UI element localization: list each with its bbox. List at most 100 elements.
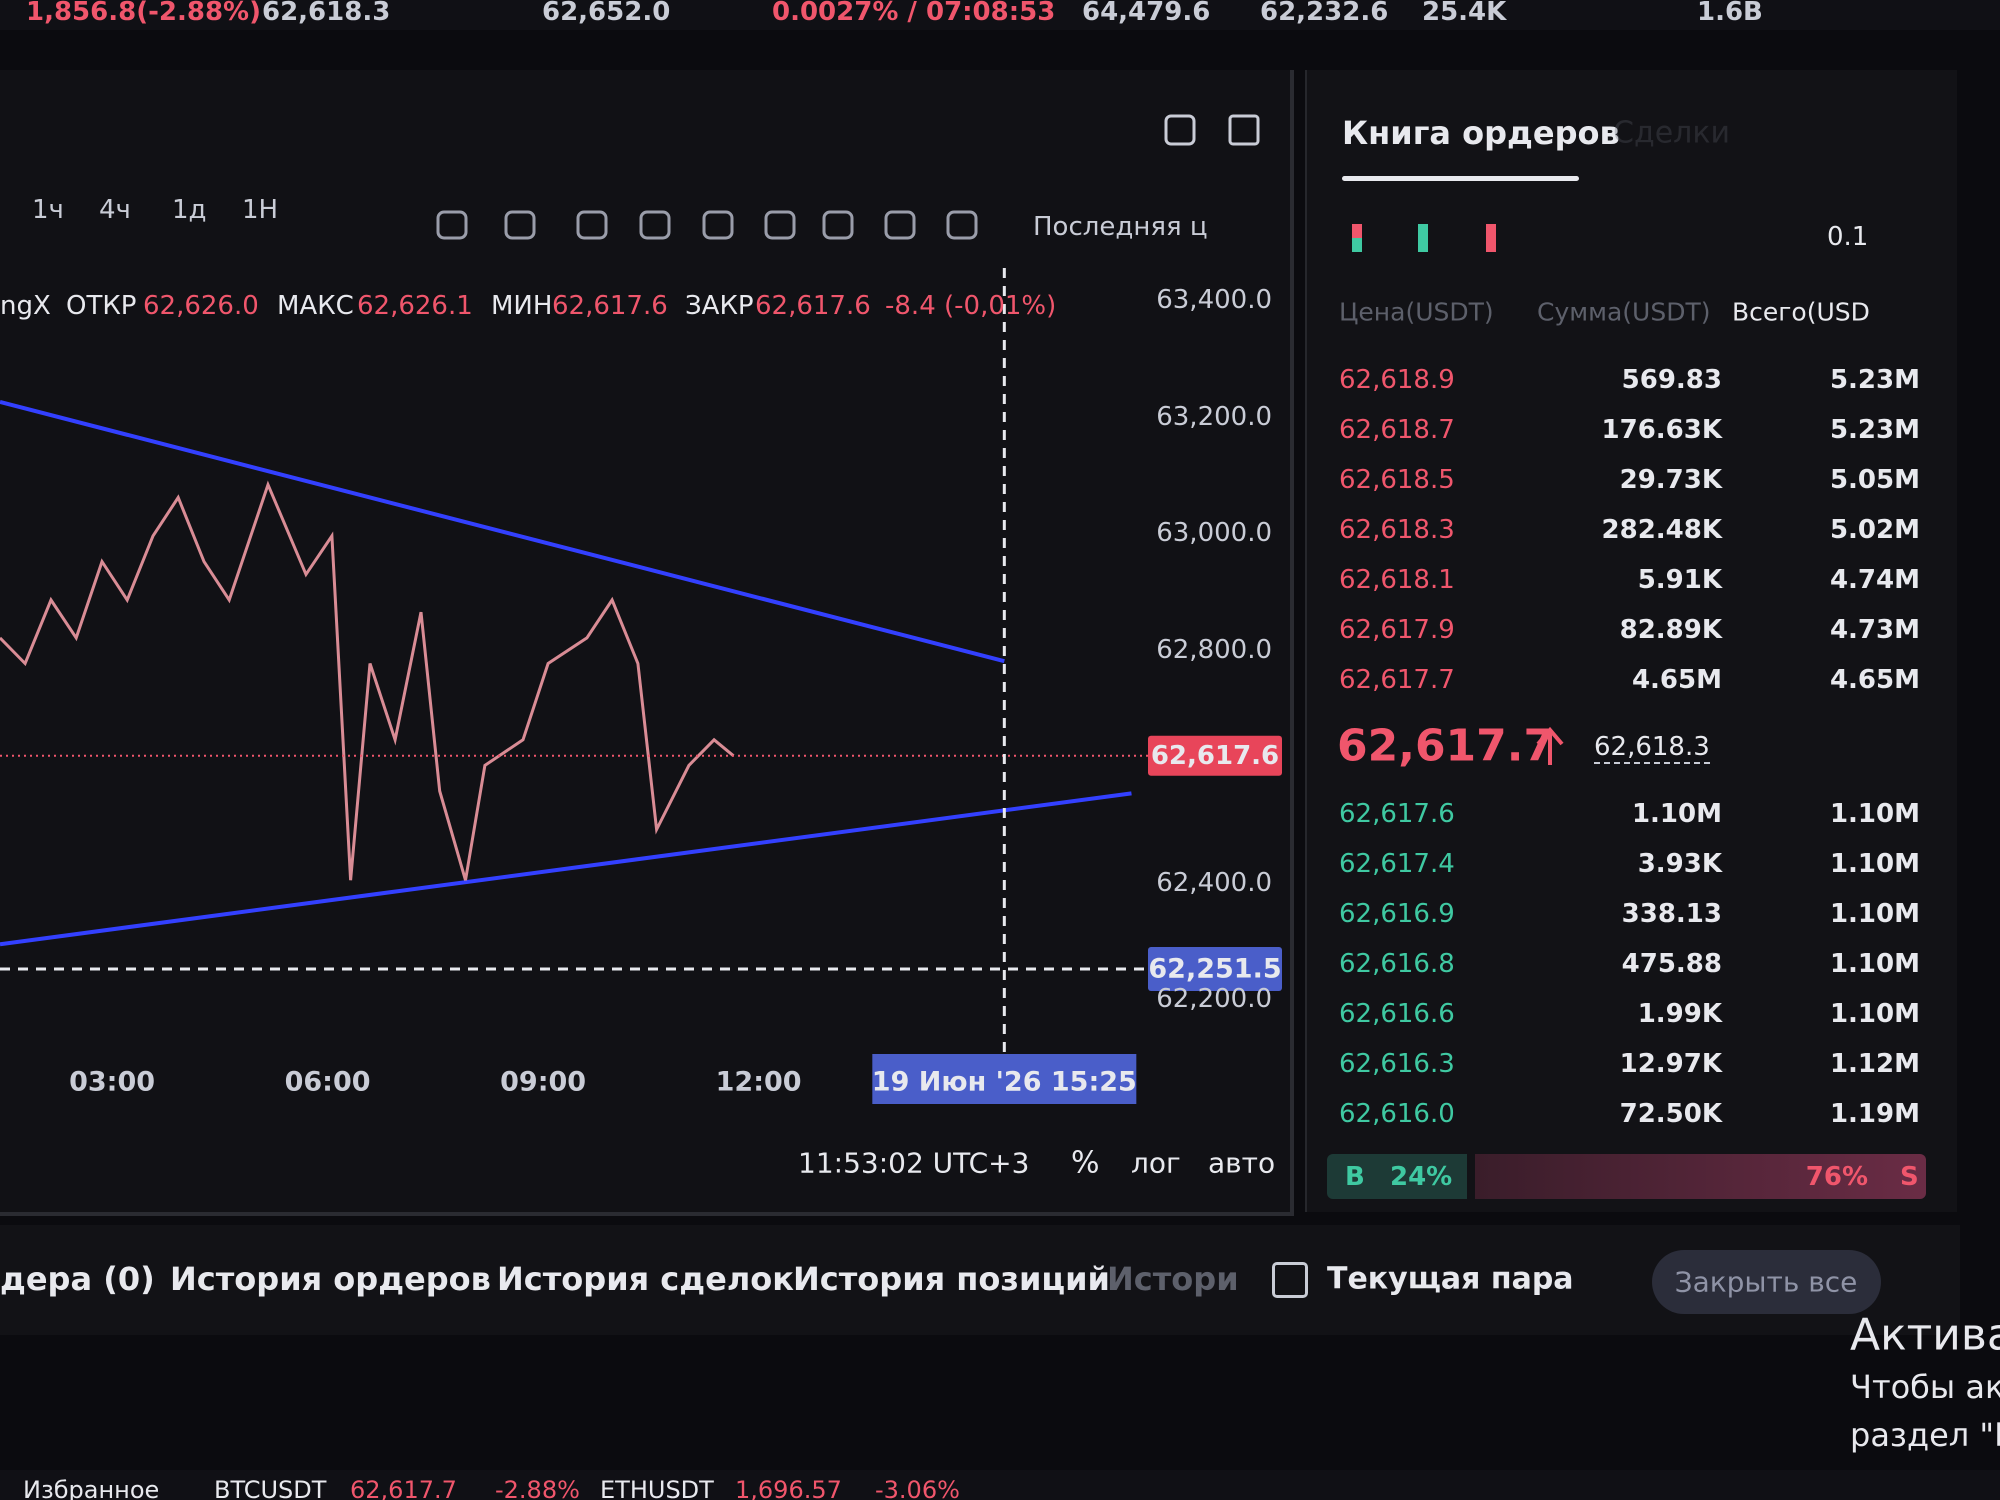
order-tab[interactable]: История ордеров: [170, 1260, 491, 1298]
y-tick-label: 62,200.0: [1156, 983, 1272, 1014]
ticker-item: 62,232.6: [1260, 0, 1389, 27]
ticker-item: 1,856.8(-2.88%): [26, 0, 261, 27]
bids-price: 62,617.6: [1339, 799, 1455, 829]
bids-amount: 1.10M: [1631, 799, 1722, 829]
ticker-item: 1.6B: [1697, 0, 1763, 27]
view-asks-icon[interactable]: [1486, 224, 1496, 252]
bids-amount: 1.99K: [1637, 999, 1722, 1029]
bottom-ticker: -2.88%: [495, 1476, 580, 1500]
toolbar-icon: [436, 210, 468, 240]
up-arrow: [1536, 726, 1564, 765]
toolbar-icon: [946, 210, 978, 240]
bids-amount: 12.97K: [1619, 1049, 1722, 1079]
close-all-button[interactable]: [1652, 1250, 1881, 1314]
y-tick-label: 62,800.0: [1156, 634, 1272, 665]
interval-button[interactable]: 4ч: [99, 195, 131, 225]
view-bids-icon[interactable]: [1418, 224, 1428, 252]
bids-amount: 72.50K: [1619, 1099, 1722, 1129]
toolbar-icon: [1228, 114, 1260, 146]
x-tick-label: 12:00: [715, 1066, 802, 1098]
bids-total: 1.10M: [1829, 949, 1920, 979]
toolbar-icon: [639, 210, 671, 240]
ticker-item: 64,479.6: [1082, 0, 1211, 27]
ticker-item: 62,652.0: [542, 0, 671, 27]
asks-amount: 4.65M: [1631, 665, 1722, 695]
interval-button[interactable]: 1Н: [242, 195, 279, 225]
bottom-bar: [0, 1470, 2000, 1500]
activation-notice: Чтобы ак: [1850, 1368, 2000, 1406]
ticker-bar: [0, 0, 2000, 30]
buy-label: B: [1345, 1162, 1365, 1192]
bottom-ticker: BTCUSDT: [214, 1476, 327, 1500]
order-tab[interactable]: История позиций: [793, 1260, 1110, 1298]
x-tick-label: 06:00: [284, 1066, 371, 1098]
buy-ratio-bar: [1327, 1154, 1467, 1199]
toolbar-icon: [764, 210, 796, 240]
crosshair-x-box: [872, 1054, 1137, 1104]
asks-price: 62,617.9: [1339, 615, 1455, 645]
asks-amount: 29.73K: [1619, 465, 1722, 495]
activation-notice: раздел "П: [1850, 1416, 2000, 1454]
bottom-tabs-panel: [0, 1225, 1960, 1335]
mark-price: 62,618.3: [1594, 732, 1710, 764]
asks-total: 5.23M: [1829, 415, 1920, 445]
bottom-ticker: ETHUSDT: [600, 1476, 714, 1500]
bids-total: 1.10M: [1829, 899, 1920, 929]
bids-price: 62,616.9: [1339, 899, 1455, 929]
sell-label: S: [1900, 1162, 1919, 1192]
bottom-ticker: -3.06%: [875, 1476, 960, 1500]
favorites: Избранное: [23, 1476, 160, 1500]
order-tab[interactable]: дера (0): [0, 1260, 155, 1298]
asks-price: 62,618.1: [1339, 565, 1455, 595]
bids-total: 1.10M: [1829, 999, 1920, 1029]
current-pair-label: Текущая пара: [1327, 1261, 1574, 1297]
asks-price: 62,618.7: [1339, 415, 1455, 445]
ohlc-symbol: ngX: [0, 291, 51, 321]
view-both-icon[interactable]: [1352, 224, 1362, 252]
ohlc-close: 62,617.6: [755, 291, 871, 321]
bids-price: 62,616.3: [1339, 1049, 1455, 1079]
bids-price: 62,616.6: [1339, 999, 1455, 1029]
bids-total: 1.19M: [1829, 1099, 1920, 1129]
order-book-tab[interactable]: Книга ордеров: [1342, 114, 1620, 152]
log-toggle: лог: [1131, 1146, 1181, 1180]
ohlc-high-label: МАКС: [277, 291, 354, 321]
column-header: Всего(USD: [1732, 297, 1870, 327]
percent-toggle: %: [1071, 1145, 1100, 1181]
bids-total: 1.10M: [1829, 799, 1920, 829]
checkbox[interactable]: [1272, 1262, 1308, 1298]
asks-total: 5.05M: [1829, 465, 1920, 495]
y-tick-label: 62,400.0: [1156, 867, 1272, 898]
crosshair-y-label: 62,251.5: [1148, 953, 1282, 985]
crosshair-x-label: 19 Июн '26 15:25: [871, 1066, 1137, 1098]
order-tab[interactable]: История сделок: [497, 1260, 794, 1298]
y-tick-label: 63,200.0: [1156, 401, 1272, 432]
interval-button[interactable]: 1ч: [32, 195, 64, 225]
asks-amount: 5.91K: [1637, 565, 1722, 595]
close-all-button[interactable]: Закрыть все: [1674, 1265, 1858, 1299]
toolbar-icon: [822, 210, 854, 240]
bottom-ticker: 62,617.7: [350, 1476, 457, 1500]
auto-toggle: авто: [1208, 1146, 1276, 1180]
interval-button[interactable]: 1д: [172, 195, 207, 225]
order-tab[interactable]: Истори: [1107, 1260, 1239, 1298]
ohlc-open-label: ОТКР: [66, 291, 137, 321]
asks-amount: 176.63K: [1601, 415, 1722, 445]
column-header: Сумма(USDT): [1537, 297, 1711, 327]
price-type-button[interactable]: Последняя ц: [1033, 212, 1208, 242]
asks-price: 62,618.5: [1339, 465, 1455, 495]
bottom-ticker: 1,696.57: [735, 1476, 842, 1500]
trades-tab[interactable]: Сделки: [1613, 115, 1730, 151]
ticker-item: 25.4K: [1422, 0, 1507, 27]
toolbar-icon: [504, 210, 536, 240]
asks-amount: 569.83: [1621, 365, 1722, 395]
x-tick-label: 09:00: [500, 1066, 587, 1098]
asks-total: 4.73M: [1829, 615, 1920, 645]
asks-total: 5.02M: [1829, 515, 1920, 545]
price-line: [0, 480, 735, 881]
ohlc-close-label: ЗАКР: [685, 291, 754, 321]
ohlc-change: -8.4 (-0,01%): [885, 291, 1057, 321]
asks-amount: 82.89K: [1619, 615, 1722, 645]
x-tick-label: 03:00: [69, 1066, 156, 1098]
